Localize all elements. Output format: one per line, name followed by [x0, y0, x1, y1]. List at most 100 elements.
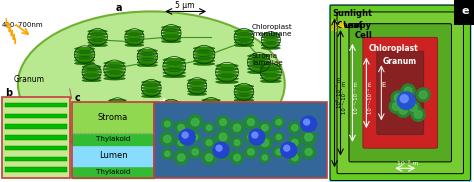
Circle shape — [245, 131, 257, 143]
Ellipse shape — [137, 58, 157, 61]
Text: 400–700nm: 400–700nm — [2, 22, 44, 28]
Circle shape — [231, 137, 243, 148]
Ellipse shape — [74, 62, 95, 65]
Circle shape — [215, 129, 231, 145]
Text: Cell: Cell — [355, 31, 372, 40]
Ellipse shape — [216, 74, 238, 77]
Circle shape — [276, 119, 282, 125]
Ellipse shape — [234, 88, 254, 90]
Ellipse shape — [88, 38, 108, 41]
Ellipse shape — [74, 50, 95, 53]
Ellipse shape — [162, 34, 181, 37]
Ellipse shape — [202, 99, 220, 102]
Ellipse shape — [163, 58, 186, 62]
Circle shape — [249, 129, 265, 145]
Ellipse shape — [142, 86, 161, 89]
Ellipse shape — [162, 103, 181, 106]
Circle shape — [257, 135, 273, 150]
Text: b: b — [5, 88, 12, 98]
Ellipse shape — [82, 76, 101, 79]
Circle shape — [391, 91, 405, 105]
Ellipse shape — [234, 35, 254, 38]
Ellipse shape — [163, 74, 186, 78]
Ellipse shape — [162, 114, 181, 117]
Circle shape — [258, 121, 271, 134]
Circle shape — [162, 149, 173, 159]
Ellipse shape — [247, 71, 270, 74]
Ellipse shape — [82, 68, 101, 71]
Ellipse shape — [142, 95, 161, 98]
Bar — [72, 102, 155, 133]
Circle shape — [204, 122, 214, 133]
Ellipse shape — [234, 44, 254, 47]
FancyBboxPatch shape — [349, 24, 452, 162]
Ellipse shape — [234, 99, 254, 102]
Ellipse shape — [202, 102, 220, 104]
Ellipse shape — [202, 110, 220, 112]
Circle shape — [234, 140, 240, 145]
Circle shape — [284, 145, 290, 151]
Bar — [155, 102, 327, 178]
Circle shape — [281, 142, 297, 158]
Text: Sunlight: Sunlight — [333, 9, 373, 19]
Text: Chloroplast: Chloroplast — [368, 44, 418, 53]
Circle shape — [301, 116, 317, 132]
Bar — [72, 102, 155, 178]
Ellipse shape — [260, 74, 282, 77]
Ellipse shape — [188, 87, 207, 90]
Ellipse shape — [216, 71, 238, 74]
Ellipse shape — [74, 59, 95, 62]
Circle shape — [397, 92, 415, 109]
Text: Thylakoid: Thylakoid — [96, 169, 130, 175]
Ellipse shape — [188, 90, 207, 93]
Ellipse shape — [142, 92, 161, 95]
Circle shape — [292, 154, 298, 161]
Text: Thylakoid: Thylakoid — [96, 136, 130, 142]
Text: Granum: Granum — [14, 75, 45, 84]
Circle shape — [301, 129, 317, 145]
Text: PSII: PSII — [328, 106, 342, 116]
Circle shape — [162, 118, 173, 130]
Ellipse shape — [142, 81, 161, 84]
Ellipse shape — [125, 44, 144, 47]
Circle shape — [401, 84, 415, 98]
Circle shape — [252, 132, 258, 138]
Ellipse shape — [247, 64, 270, 67]
Bar — [328, 4, 472, 182]
Bar — [5, 167, 67, 172]
Ellipse shape — [193, 62, 215, 65]
Bar — [72, 166, 155, 178]
Circle shape — [273, 146, 284, 158]
Circle shape — [292, 139, 298, 146]
Circle shape — [206, 140, 212, 146]
Ellipse shape — [162, 106, 181, 109]
Ellipse shape — [162, 40, 181, 43]
Circle shape — [233, 124, 241, 131]
Ellipse shape — [193, 50, 215, 53]
Ellipse shape — [162, 109, 181, 112]
Circle shape — [182, 132, 188, 138]
Ellipse shape — [109, 109, 127, 112]
Circle shape — [288, 151, 301, 164]
Circle shape — [219, 148, 227, 156]
Ellipse shape — [193, 47, 215, 50]
Ellipse shape — [216, 77, 238, 80]
Ellipse shape — [261, 39, 280, 41]
Text: Granum: Granum — [383, 57, 417, 66]
Circle shape — [406, 101, 420, 114]
Text: ∼60 nm: ∼60 nm — [226, 169, 255, 175]
Ellipse shape — [247, 61, 270, 64]
Text: Stroma
lamellae: Stroma lamellae — [252, 53, 283, 66]
Ellipse shape — [88, 30, 108, 33]
Ellipse shape — [163, 68, 186, 71]
Text: Lumen: Lumen — [99, 151, 128, 160]
Ellipse shape — [163, 62, 186, 65]
Circle shape — [305, 149, 312, 155]
Circle shape — [187, 114, 203, 130]
Circle shape — [192, 149, 198, 155]
Ellipse shape — [88, 41, 108, 44]
Circle shape — [392, 103, 400, 110]
Ellipse shape — [74, 47, 95, 50]
Bar — [5, 114, 67, 118]
Circle shape — [302, 116, 315, 128]
